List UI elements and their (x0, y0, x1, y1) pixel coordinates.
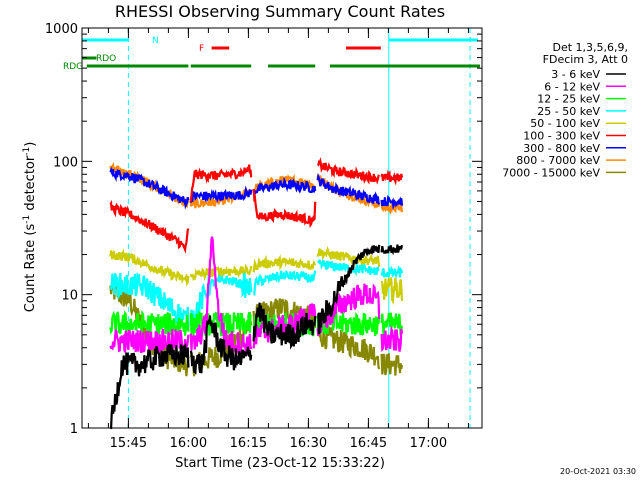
series-line-segment (380, 194, 404, 210)
legend-entry-label: 50 - 100 keV (530, 117, 600, 130)
legend-entry-label: 800 - 7000 keV (516, 154, 600, 167)
y-axis-label-sup2: -1 (22, 147, 32, 156)
chart-title: RHESSI Observing Summary Count Rates (115, 2, 445, 21)
y-tick-label: 1 (70, 422, 78, 437)
x-tick-label: 16:30 (290, 436, 327, 451)
series-line-segment (189, 272, 253, 331)
flag-label-n: N (152, 36, 159, 46)
series-line-segment (380, 265, 404, 280)
y-tick-label: 10 (61, 289, 78, 304)
series-line-segment (252, 302, 317, 350)
flag-label-rdg: RDG (63, 62, 83, 72)
series-line-segment (189, 310, 253, 337)
x-tick-label: 16:00 (170, 436, 207, 451)
timestamp: 20-Oct-2021 03:30 (560, 467, 636, 476)
y-axis-label-text: Count Rate (s (23, 224, 38, 313)
series-line-segment (380, 199, 404, 216)
series-line-segment (252, 254, 317, 273)
series-line-segment (317, 244, 381, 335)
legend-entry-label: 25 - 50 keV (537, 105, 600, 118)
series-line-segment (380, 353, 404, 376)
legend-entry-label: 12 - 25 keV (537, 93, 600, 106)
legend: Det 1,3,5,6,9,FDecim 3, Att 0 3 - 6 keV6 … (502, 41, 628, 179)
legend-header-line: Det 1,3,5,6,9, (552, 41, 628, 54)
legend-header-line: FDecim 3, Att 0 (543, 53, 628, 66)
series-25-50-kev (109, 259, 404, 331)
y-axis-label-mid: detector (23, 155, 38, 215)
series-line-segment (189, 164, 253, 202)
series-line-segment (109, 271, 190, 331)
series-line-segment (316, 246, 381, 267)
plot-area: N F RDO RDG (63, 28, 480, 430)
series-line-segment (109, 248, 190, 287)
series-line-segment (316, 283, 381, 337)
series-line-segment (110, 342, 190, 430)
legend-entry-label: 6 - 12 keV (544, 80, 600, 93)
series-line-segment (252, 176, 317, 195)
series-line-segment (189, 315, 253, 375)
y-tick-label: 100 (53, 155, 78, 170)
series-line-segment (316, 310, 381, 337)
y-tick-label: 1000 (45, 22, 78, 37)
x-tick-label: 15:45 (110, 436, 147, 451)
series-line-segment (109, 199, 190, 254)
series-line-segment (189, 185, 253, 204)
series-line-segment (380, 244, 404, 256)
x-axis-label: Start Time (23-Oct-12 15:33:22) (175, 456, 385, 471)
series-line-segment (109, 328, 190, 356)
series-3-6-kev (110, 244, 404, 430)
series-line-segment (380, 325, 404, 353)
series-line-segment (380, 312, 404, 336)
series-line-segment (380, 277, 404, 305)
flag-label-rdo: RDO (96, 54, 116, 64)
series-100-300-kev (109, 156, 404, 254)
series-300-800-kev (109, 166, 404, 210)
y-axis-label: Count Rate (s-1 detector-1) (22, 142, 38, 313)
series-line-segment (317, 156, 381, 185)
series-line-segment (316, 172, 381, 205)
series-line-segment (252, 189, 317, 229)
x-tick-label: 16:45 (350, 436, 387, 451)
y-axis-label-sup1: -1 (22, 215, 32, 224)
flag-bars: N F RDO RDG (63, 36, 480, 72)
x-tick-label: 17:00 (410, 436, 447, 451)
flag-label-f: F (199, 44, 204, 54)
series-line-segment (189, 263, 253, 282)
series-line-segment (253, 269, 317, 296)
series-50-100-kev (109, 246, 404, 305)
series-line-segment (189, 236, 253, 356)
legend-entry-label: 3 - 6 keV (551, 68, 600, 81)
series-line-segment (380, 169, 404, 186)
y-axis-label-end: ) (23, 142, 38, 147)
legend-entry-label: 300 - 800 keV (523, 142, 600, 155)
series-line-segment (109, 166, 190, 210)
legend-entry-label: 100 - 300 keV (523, 130, 600, 143)
plot-frame (81, 27, 483, 429)
x-tick-label: 16:15 (230, 436, 267, 451)
axes: 1 10 100 1000 15:45 16:00 16:15 16:30 16:45 17:00 (45, 22, 482, 451)
legend-entry-label: 7000 - 15000 keV (502, 166, 600, 179)
